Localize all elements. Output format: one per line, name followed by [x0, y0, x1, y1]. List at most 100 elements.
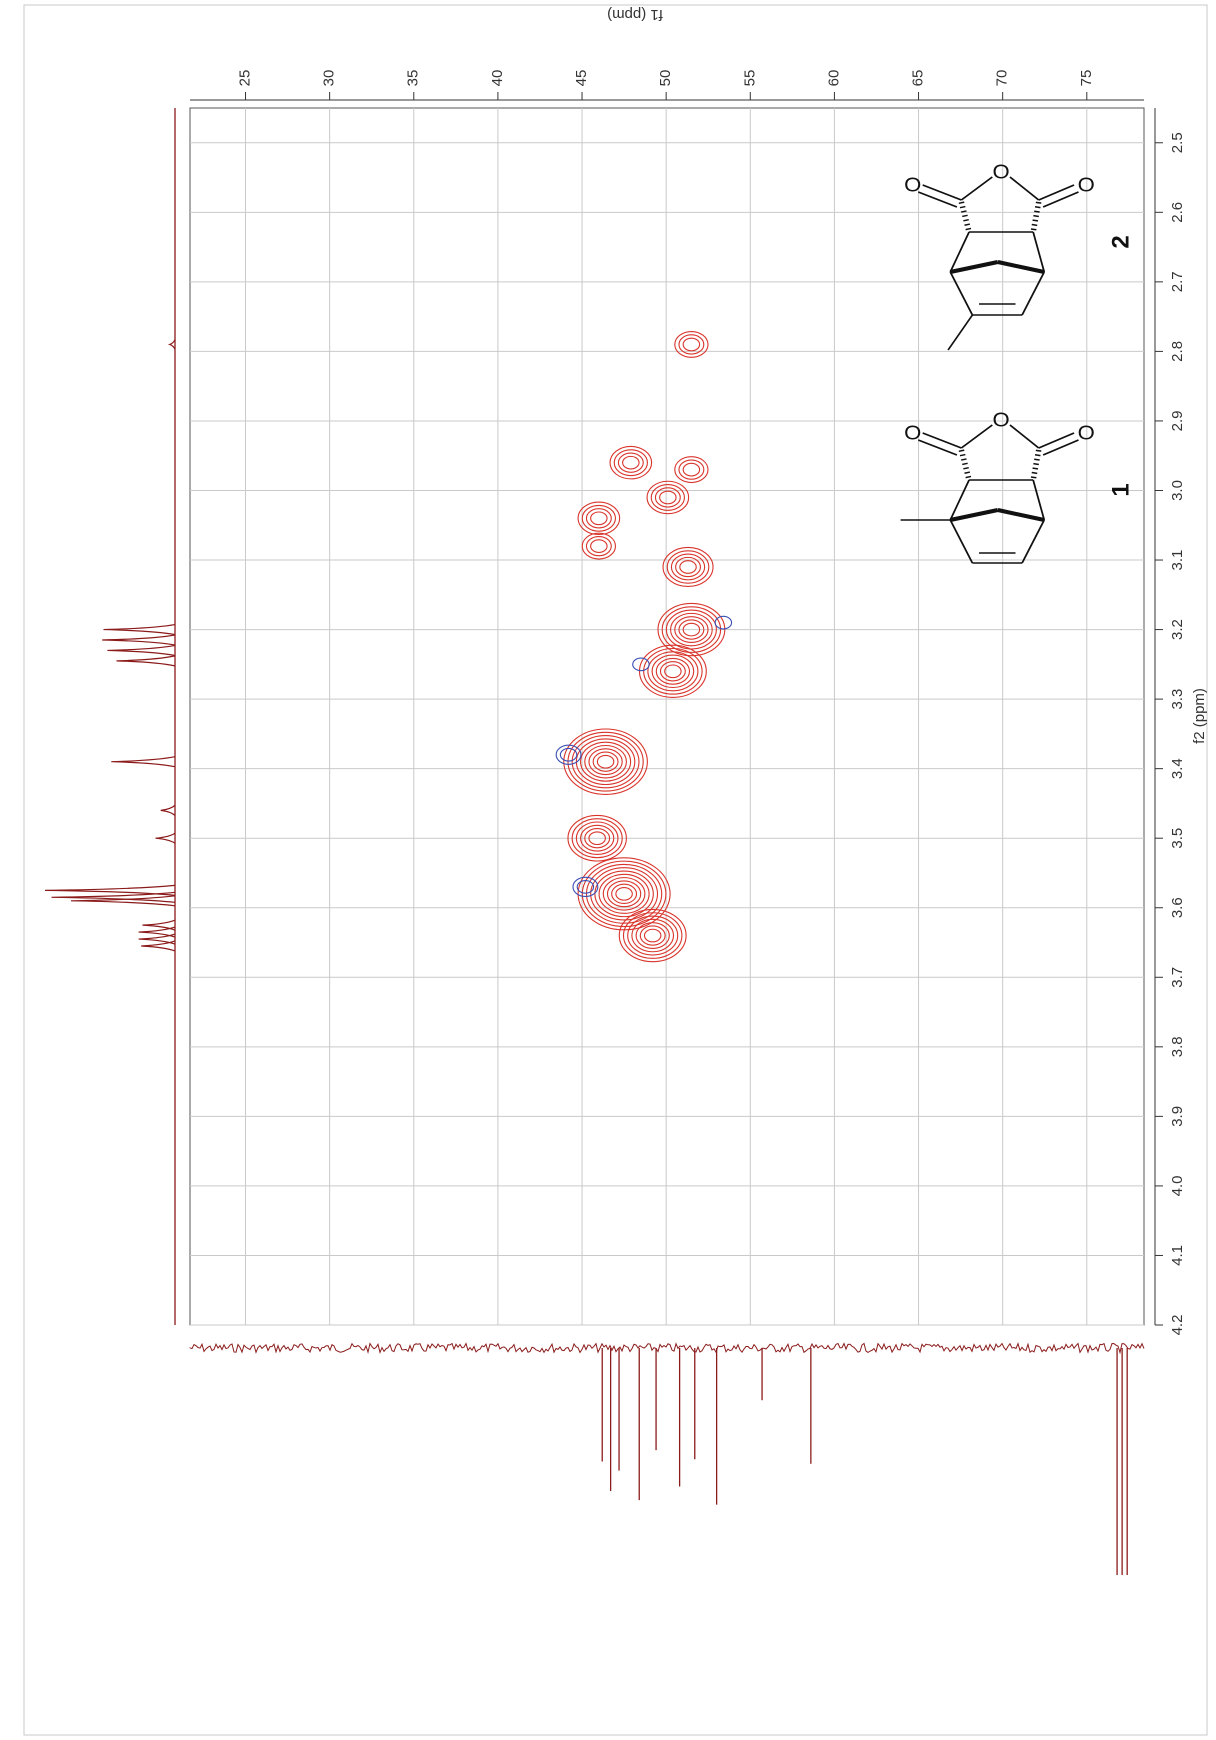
compound-label: 1 — [1107, 483, 1134, 496]
contour — [572, 876, 599, 898]
plot-area — [189, 107, 1145, 1326]
atom: O — [1078, 174, 1095, 196]
y-tick-label: 2.6 — [1169, 202, 1186, 223]
x-tick-label: 45 — [573, 70, 590, 87]
y-tick-label: 3.1 — [1169, 550, 1186, 571]
frame — [23, 4, 1208, 1736]
x-tick-label: 55 — [741, 70, 758, 87]
proton-peak — [167, 339, 176, 350]
contour — [632, 657, 650, 672]
contour — [592, 751, 619, 772]
proton-peak — [103, 623, 176, 636]
contour — [674, 616, 709, 644]
y-tick-label: 4.2 — [1169, 1315, 1186, 1336]
marks — [44, 108, 1145, 1575]
y-tick-label: 3.8 — [1169, 1036, 1186, 1057]
compound-label: 2 — [1107, 235, 1134, 248]
contour — [661, 606, 722, 653]
x-tick-label: 40 — [489, 70, 506, 87]
proton-peak — [51, 891, 176, 903]
proton-peak — [107, 644, 176, 657]
contour — [674, 456, 709, 484]
contour — [585, 508, 612, 529]
atom: O — [993, 409, 1010, 431]
carbon-baseline — [189, 1342, 1145, 1355]
y-tick-label: 3.4 — [1169, 758, 1186, 779]
contour — [581, 532, 617, 560]
x-tick-label: 25 — [236, 70, 253, 87]
contour — [682, 622, 701, 637]
contour — [659, 661, 686, 682]
x-tick-label: 70 — [994, 70, 1011, 87]
contour — [664, 664, 682, 679]
contour — [627, 915, 679, 956]
contour — [654, 487, 681, 508]
proton-peak — [160, 804, 176, 816]
contour — [563, 728, 648, 795]
y-tick-label: 3.6 — [1169, 897, 1186, 918]
contour — [675, 556, 701, 578]
contour — [594, 870, 654, 918]
contour — [651, 654, 695, 689]
contour — [577, 501, 621, 536]
y-tick-label: 4.1 — [1169, 1245, 1186, 1266]
proton-peak — [138, 926, 176, 938]
contour — [576, 880, 595, 894]
contour — [590, 539, 608, 553]
contour — [650, 483, 685, 511]
contour — [581, 504, 617, 532]
contour — [585, 863, 663, 924]
contour — [588, 748, 623, 776]
contour — [575, 821, 619, 855]
contour — [638, 644, 707, 698]
contour — [580, 741, 632, 782]
y-tick-label: 2.5 — [1169, 132, 1186, 153]
y-tick-label: 4.0 — [1169, 1175, 1186, 1196]
structure-2: O O O — [904, 161, 1095, 351]
y-tick-label: 2.9 — [1169, 411, 1186, 432]
contour — [596, 754, 615, 769]
contour — [585, 535, 612, 557]
y-axis-label: f2 (ppm) — [1191, 688, 1208, 744]
x-tick-label: 75 — [1078, 70, 1095, 87]
contour — [682, 462, 701, 477]
atom: O — [904, 422, 921, 444]
contour — [678, 334, 705, 355]
structure-1: O O O — [900, 409, 1095, 564]
contour — [615, 886, 633, 901]
contour — [567, 731, 644, 792]
contour — [555, 744, 582, 765]
contour — [657, 602, 726, 657]
contour — [666, 550, 710, 584]
contour — [631, 918, 675, 953]
contour — [590, 511, 608, 526]
contour — [571, 735, 640, 789]
proton-peak — [44, 884, 176, 896]
proton-peak — [102, 634, 176, 646]
x-tick-label: 30 — [321, 70, 338, 87]
contour — [618, 908, 687, 963]
proton-peak — [116, 655, 176, 667]
atom: O — [1078, 422, 1095, 444]
y-tick-label: 2.7 — [1169, 271, 1186, 292]
contour — [622, 455, 640, 470]
contour — [679, 560, 697, 574]
contour — [609, 445, 653, 480]
contour — [611, 883, 638, 904]
contour — [655, 657, 691, 685]
y-tick-label: 2.8 — [1169, 341, 1186, 362]
contour — [581, 860, 667, 928]
contour — [714, 615, 733, 630]
contour — [613, 449, 648, 477]
x-tick-label: 60 — [825, 70, 842, 87]
contour — [635, 922, 670, 950]
contour — [643, 647, 703, 695]
y-tick-label: 3.3 — [1169, 689, 1186, 710]
proton-peak — [141, 940, 176, 952]
contour — [670, 553, 706, 581]
atom: O — [993, 161, 1010, 183]
contour — [617, 452, 644, 473]
contour — [670, 612, 713, 647]
contour — [678, 619, 705, 640]
